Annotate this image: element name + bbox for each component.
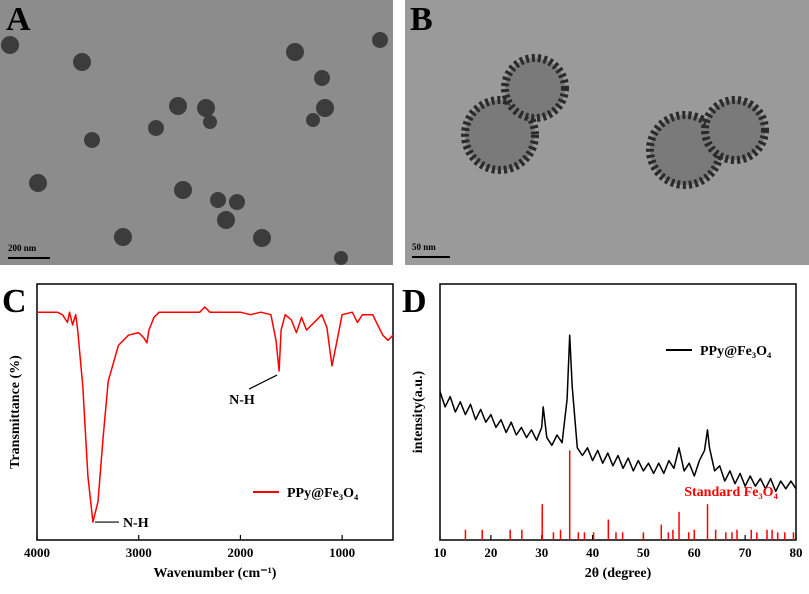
x-tick-label: 1000 (329, 545, 355, 560)
x-tick-label: 20 (484, 545, 497, 560)
tem-image (0, 0, 393, 265)
x-tick-label: 60 (688, 545, 701, 560)
x-tick-label: 10 (434, 545, 447, 560)
x-tick-label: 4000 (24, 545, 50, 560)
series-line (439, 334, 797, 493)
annotation: N-H (123, 516, 149, 531)
tem-a: 200 nm A (0, 0, 393, 265)
panel-label: A (6, 1, 31, 38)
x-tick-label: 70 (739, 545, 752, 560)
y-axis-label: intensity(a.u.) (411, 370, 426, 453)
legend-label: PPy@Fe₃O₄ (700, 344, 772, 359)
panel-label: C (2, 283, 27, 320)
scale-bar-label: 50 nm (412, 242, 436, 252)
annotation-arrow (248, 374, 278, 390)
scale-bar-label: 200 nm (8, 243, 37, 253)
plot-frame (439, 283, 797, 541)
x-tick-label: 50 (637, 545, 650, 560)
x-tick-label: 3000 (126, 545, 152, 560)
legend-label: PPy@Fe₃O₄ (287, 486, 359, 501)
y-axis-label: Transmittance (%) (8, 355, 23, 469)
series-line (37, 306, 394, 523)
panel-label: D (402, 283, 427, 320)
annotation: N-H (229, 393, 255, 408)
x-axis-label: Wavenumber (cm⁻¹) (154, 566, 277, 581)
plot-frame (36, 283, 394, 541)
panel-label: B (410, 1, 433, 38)
tem-b: 50 nm B (405, 0, 809, 265)
x-tick-label: 30 (535, 545, 548, 560)
series-label: Standard Fe₃O₄ (684, 485, 778, 500)
x-axis-label: 2θ (degree) (585, 566, 652, 581)
particles (461, 54, 769, 189)
x-tick-label: 2000 (227, 545, 253, 560)
x-tick-label: 40 (586, 545, 599, 560)
x-tick-label: 80 (790, 545, 803, 560)
particles (1, 32, 388, 265)
